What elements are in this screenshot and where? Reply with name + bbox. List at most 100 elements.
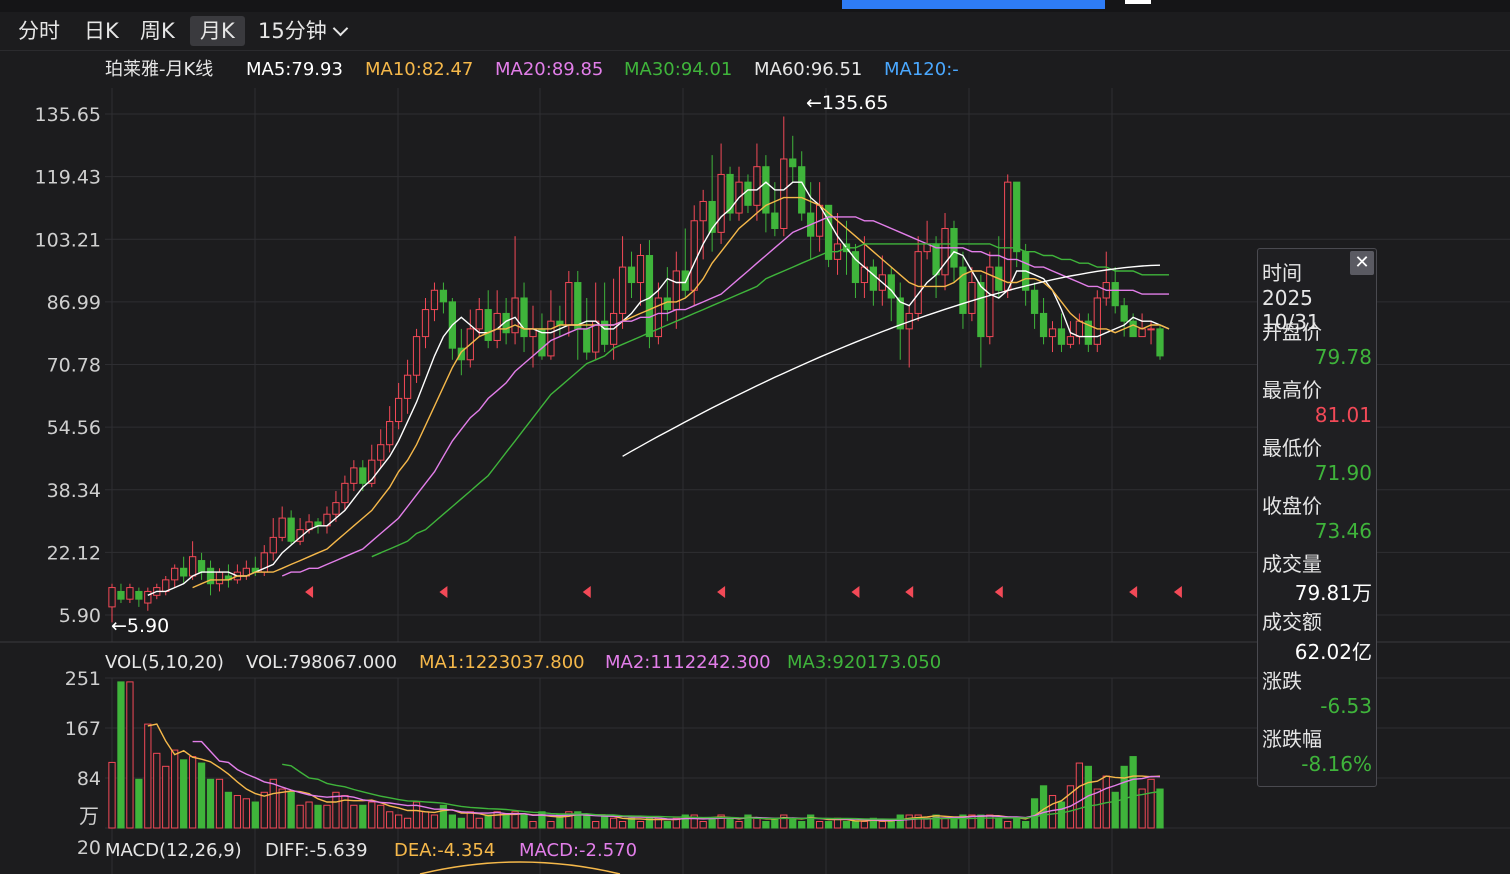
volume-bar: [466, 811, 474, 829]
tab-monthly-k[interactable]: 月K: [190, 16, 245, 46]
price-tick-label: 54.56: [47, 417, 101, 439]
tab-weekly-k[interactable]: 周K: [140, 19, 175, 43]
candle-body: [117, 590, 125, 600]
price-header-ma30: MA30:94.01: [624, 59, 732, 80]
ma-line-ma5: [147, 181, 1170, 596]
candle-body: [475, 309, 483, 330]
volume-bar: [941, 817, 949, 829]
volume-bar: [171, 749, 179, 829]
tooltip-pct-label: 涨跌幅: [1262, 727, 1322, 751]
volume-bar: [403, 817, 412, 829]
volume-bar: [914, 814, 922, 829]
candle-body: [627, 266, 636, 284]
volume-bar: [448, 814, 457, 829]
candle-body: [350, 467, 358, 484]
volume-bar: [887, 821, 895, 829]
volume-bar: [126, 681, 134, 829]
volume-bar: [744, 814, 752, 829]
volume-bar: [386, 811, 394, 829]
candle-body: [1111, 282, 1119, 307]
candle-body: [699, 200, 707, 222]
candle-body: [887, 274, 895, 299]
signal-marker: [905, 586, 914, 598]
volume-bar: [1048, 795, 1057, 829]
candle-body: [959, 266, 967, 314]
candle-body: [601, 320, 609, 345]
candle-body: [197, 560, 206, 573]
candle-body: [780, 158, 788, 229]
volume-bar: [278, 788, 286, 829]
volume-bar: [780, 814, 788, 829]
tooltip-change-label: 涨跌: [1262, 669, 1302, 693]
signal-marker: [717, 586, 726, 598]
signal-marker: [439, 586, 448, 598]
volume-bar: [592, 821, 600, 829]
tab-daily-k[interactable]: 日K: [84, 19, 119, 43]
candle-body: [520, 297, 528, 338]
volume-bar: [421, 811, 430, 829]
macd-header-dea: DEA:-4.354: [394, 840, 495, 861]
candle-body: [1013, 181, 1021, 253]
tab-15min[interactable]: 15分钟: [248, 16, 356, 46]
price-header-name: 珀莱雅-月K线: [105, 59, 213, 80]
volume-bar: [1156, 788, 1164, 829]
candle-body: [412, 336, 421, 376]
signal-marker: [1173, 586, 1182, 598]
tooltip-open: 79.78: [1314, 345, 1372, 369]
volume-bar: [735, 821, 743, 829]
volume-bar: [206, 778, 215, 829]
kline-chart[interactable]: 珀莱雅-月K线 MA5:79.93 MA10:82.47 MA20:89.85 …: [0, 50, 1510, 874]
volume-bar: [1111, 791, 1119, 829]
volume-bars: [108, 681, 1164, 829]
price-header-ma10: MA10:82.47: [365, 59, 473, 80]
tooltip-amount: 62.02亿: [1294, 640, 1372, 664]
volume-bar: [251, 801, 259, 829]
volume-bar: [1057, 801, 1066, 829]
candle-body: [1057, 328, 1066, 345]
tooltip-low: 71.90: [1314, 461, 1372, 485]
volume-bar: [538, 811, 546, 829]
candle-body: [108, 587, 116, 608]
tab-intraday[interactable]: 分时: [18, 19, 60, 43]
tooltip-high-label: 最高价: [1262, 378, 1322, 402]
macd-header-diff: DIFF:-5.639: [265, 840, 368, 861]
vol-header-ma1: MA1:1223037.800: [419, 652, 585, 673]
candle-body: [484, 309, 492, 341]
candle-body: [977, 282, 985, 338]
volume-bar: [798, 821, 806, 829]
ma-line-ma60-curve: [622, 264, 1161, 457]
candle-body: [753, 166, 761, 206]
candle-body: [341, 482, 349, 504]
signal-marker: [582, 586, 591, 598]
volume-bar: [439, 804, 448, 829]
macd-header-macd: MACD:-2.570: [519, 840, 637, 861]
candle-body: [986, 266, 994, 338]
close-icon[interactable]: ✕: [1350, 251, 1374, 275]
candle-body: [171, 567, 179, 581]
tooltip-open-label: 开盘价: [1262, 320, 1322, 344]
tooltip-change: -6.53: [1320, 694, 1372, 718]
chart-grid: [0, 88, 1510, 874]
candle-body: [1120, 305, 1128, 322]
candle-body: [368, 459, 376, 484]
ma-line-ma10: [192, 196, 1170, 589]
volume-bar: [565, 811, 573, 829]
signal-marker: [851, 586, 860, 598]
volume-bar: [601, 814, 609, 829]
candle-body: [287, 517, 295, 542]
price-header-ma120: MA120:-: [884, 59, 959, 80]
price-axis: 135.65 119.43 103.21 86.99 70.78 54.56 38.34 22…: [35, 104, 101, 627]
volume-bar: [699, 821, 707, 829]
signal-marker: [305, 586, 314, 598]
volume-bar: [636, 821, 645, 829]
price-tick-label: 86.99: [47, 292, 101, 314]
volume-bar: [824, 821, 833, 829]
volume-bar: [511, 811, 519, 829]
candle-body: [278, 517, 286, 538]
volume-bar: [690, 814, 698, 829]
volume-bar: [645, 817, 654, 829]
tooltip-volume-label: 成交量: [1262, 552, 1322, 576]
volume-bar: [188, 756, 197, 829]
candle-body: [377, 444, 385, 461]
candle-body: [1129, 320, 1137, 338]
